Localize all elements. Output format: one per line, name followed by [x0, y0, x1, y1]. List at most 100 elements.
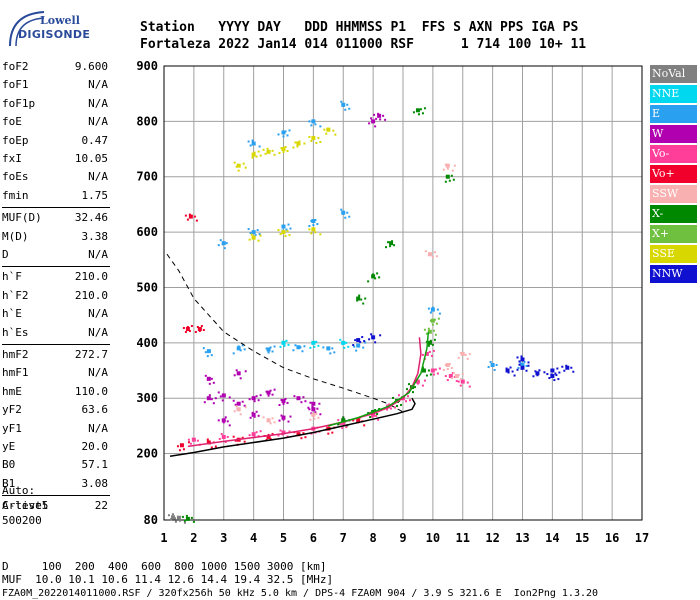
- echo-point: [452, 178, 455, 181]
- param-value: 3.38: [81, 229, 109, 243]
- echo-point: [427, 307, 430, 310]
- echo-point: [518, 360, 521, 363]
- echo-point: [239, 349, 242, 352]
- echo-point: [184, 214, 187, 217]
- echo-point: [319, 125, 322, 128]
- echo-point: [224, 440, 227, 443]
- echo-point: [278, 403, 281, 406]
- echo-point: [248, 238, 251, 241]
- echo-point: [287, 343, 290, 346]
- echo-point: [373, 113, 376, 116]
- y-tick-label: 200: [136, 447, 158, 461]
- echo-point: [527, 364, 530, 367]
- echo-point: [343, 346, 346, 349]
- echo-point: [556, 367, 559, 370]
- echo-point: [286, 435, 289, 438]
- echo-point: [453, 164, 456, 167]
- echo-point: [435, 255, 438, 258]
- echo-point: [323, 128, 326, 131]
- echo-point: [355, 349, 358, 352]
- echo-point: [186, 218, 189, 221]
- param-row: yF1 N/A: [2, 420, 110, 438]
- echo-point: [554, 372, 557, 375]
- echo-point: [315, 340, 318, 343]
- echo-point: [236, 346, 241, 351]
- echo-point: [259, 154, 262, 157]
- echo-point: [468, 352, 471, 355]
- echo-point: [318, 402, 321, 405]
- echo-point: [432, 373, 435, 376]
- echo-point: [371, 274, 376, 279]
- echo-point: [277, 133, 280, 136]
- param-value: N/A: [88, 421, 108, 435]
- echo-point: [183, 521, 186, 524]
- echo-point: [294, 344, 297, 347]
- echo-point: [304, 436, 307, 439]
- echo-point: [464, 353, 467, 356]
- param-row: D N/A: [2, 246, 110, 264]
- echo-point: [344, 216, 347, 219]
- echo-point: [251, 411, 254, 414]
- echo-point: [185, 514, 188, 517]
- muf-scale: MUF 10.0 10.1 10.6 11.4 12.6 14.4 19.4 3…: [2, 573, 334, 586]
- echo-point: [444, 163, 447, 166]
- echo-point: [186, 325, 189, 328]
- echo-point: [241, 436, 244, 439]
- echo-point: [372, 121, 375, 124]
- echo-point: [174, 520, 177, 523]
- echo-point: [427, 340, 432, 345]
- echo-point: [388, 403, 391, 406]
- echo-point: [266, 347, 271, 352]
- echo-point: [468, 385, 471, 388]
- param-value: 210.0: [74, 288, 108, 302]
- param-separator: [2, 207, 110, 209]
- param-row: M(D) 3.38: [2, 228, 110, 246]
- echo-point: [425, 332, 428, 335]
- echo-point: [319, 140, 322, 143]
- legend-item: NNW: [650, 265, 697, 283]
- echo-point: [259, 430, 262, 433]
- echo-point: [374, 277, 377, 280]
- echo-point: [298, 140, 301, 143]
- echo-point: [316, 223, 319, 226]
- echo-point: [367, 280, 370, 283]
- echo-point: [221, 399, 224, 402]
- echo-point: [269, 389, 272, 392]
- echo-point: [356, 296, 361, 301]
- echo-point: [317, 416, 320, 419]
- echo-point: [217, 419, 220, 422]
- echo-point: [296, 145, 299, 148]
- echo-point: [343, 422, 346, 425]
- x-tick-label: 12: [485, 531, 499, 545]
- echo-point: [429, 373, 432, 376]
- echo-point: [423, 370, 426, 373]
- param-label: foF2: [2, 60, 29, 73]
- echo-point: [195, 219, 198, 222]
- echo-point: [303, 142, 306, 145]
- echo-point: [253, 143, 256, 146]
- x-tick-label: 5: [280, 531, 287, 545]
- echo-point: [223, 394, 226, 397]
- echo-point: [221, 243, 224, 246]
- file-info: FZA0M_2022014011000.RSF / 320fx256h 50 k…: [2, 588, 599, 599]
- echo-point: [262, 148, 265, 151]
- echo-point: [525, 364, 528, 367]
- echo-point: [180, 444, 183, 447]
- station-header-values: Fortaleza 2022 Jan14 014 011000 RSF 1 71…: [140, 37, 587, 52]
- echo-point: [457, 380, 460, 383]
- echo-point: [392, 396, 395, 399]
- echo-point: [377, 112, 380, 115]
- param-row: B0 57.1: [2, 456, 110, 474]
- echo-point: [339, 338, 342, 341]
- echo-point: [327, 432, 330, 435]
- param-label: foE: [2, 115, 22, 129]
- echo-point: [271, 432, 274, 435]
- echo-point: [278, 419, 281, 422]
- param-row: foF2 9.600: [2, 58, 110, 76]
- echo-point: [517, 366, 520, 369]
- param-row: h`Es N/A: [2, 324, 110, 342]
- param-value: 57.1: [81, 458, 109, 472]
- echo-point: [181, 515, 184, 518]
- param-value: N/A: [88, 115, 108, 129]
- param-row: foF1p N/A: [2, 95, 110, 113]
